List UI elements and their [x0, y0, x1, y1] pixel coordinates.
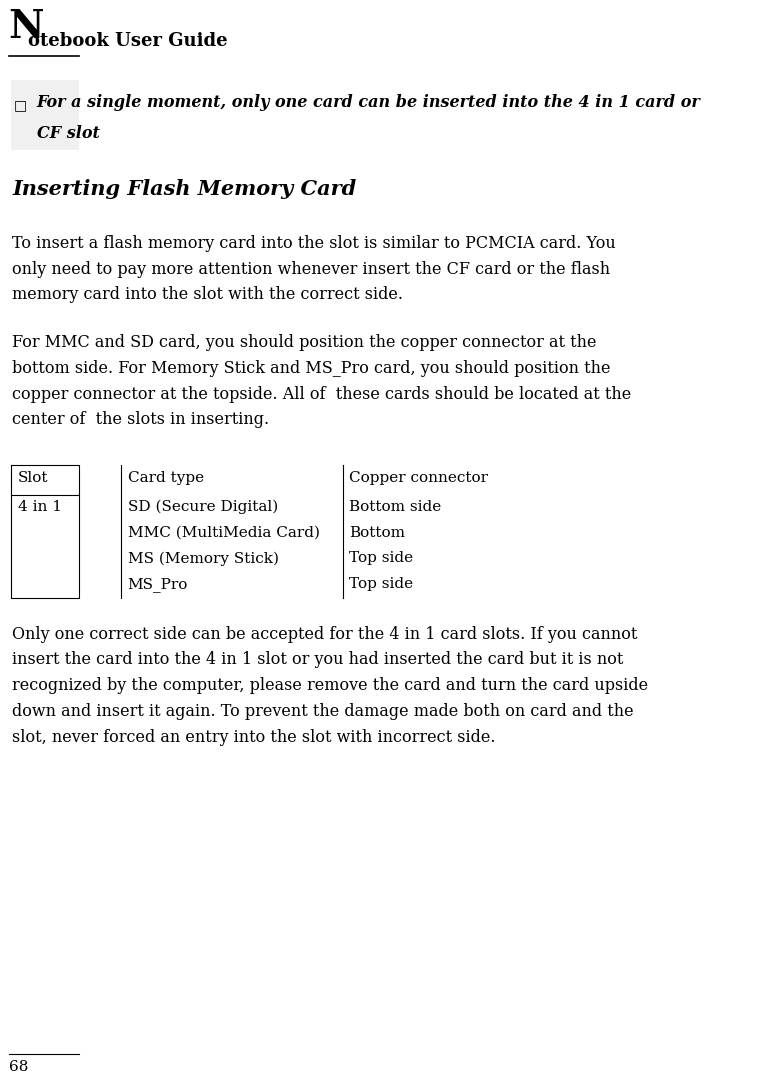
Text: □: □ — [14, 98, 27, 112]
Text: MMC (MultiMedia Card): MMC (MultiMedia Card) — [128, 525, 320, 540]
Text: recognized by the computer, please remove the card and turn the card upside: recognized by the computer, please remov… — [12, 678, 648, 694]
Text: Slot: Slot — [18, 470, 48, 484]
Text: Copper connector: Copper connector — [349, 470, 489, 484]
Text: only need to pay more attention whenever insert the CF card or the flash: only need to pay more attention whenever… — [12, 261, 610, 277]
Text: bottom side. For Memory Stick and MS_Pro card, you should position the: bottom side. For Memory Stick and MS_Pro… — [12, 360, 611, 377]
Text: CF slot: CF slot — [37, 125, 100, 141]
Text: 4 in 1: 4 in 1 — [18, 500, 62, 514]
Text: memory card into the slot with the correct side.: memory card into the slot with the corre… — [12, 286, 403, 303]
Text: To insert a flash memory card into the slot is similar to PCMCIA card. You: To insert a flash memory card into the s… — [12, 235, 616, 251]
Text: Card type: Card type — [128, 470, 204, 484]
Text: For a single moment, only one card can be inserted into the 4 in 1 card or: For a single moment, only one card can b… — [37, 94, 700, 111]
Text: copper connector at the topside. All of  these cards should be located at the: copper connector at the topside. All of … — [12, 385, 632, 402]
Text: SD (Secure Digital): SD (Secure Digital) — [128, 500, 278, 514]
FancyBboxPatch shape — [11, 80, 79, 150]
Text: Top side: Top side — [349, 551, 413, 565]
Text: MS_Pro: MS_Pro — [128, 577, 188, 592]
Text: For MMC and SD card, you should position the copper connector at the: For MMC and SD card, you should position… — [12, 334, 597, 351]
Text: otebook User Guide: otebook User Guide — [27, 32, 227, 51]
Text: Bottom side: Bottom side — [349, 500, 441, 514]
Text: Only one correct side can be accepted for the 4 in 1 card slots. If you cannot: Only one correct side can be accepted fo… — [12, 626, 638, 643]
Text: slot, never forced an entry into the slot with incorrect side.: slot, never forced an entry into the slo… — [12, 728, 496, 746]
Text: N: N — [8, 9, 44, 46]
Text: MS (Memory Stick): MS (Memory Stick) — [128, 551, 279, 565]
Text: Inserting Flash Memory Card: Inserting Flash Memory Card — [12, 179, 357, 200]
Text: center of  the slots in inserting.: center of the slots in inserting. — [12, 411, 269, 428]
Text: Top side: Top side — [349, 577, 413, 591]
Text: 68: 68 — [8, 1061, 28, 1075]
Text: Bottom: Bottom — [349, 525, 406, 540]
Text: insert the card into the 4 in 1 slot or you had inserted the card but it is not: insert the card into the 4 in 1 slot or … — [12, 652, 624, 669]
Text: down and insert it again. To prevent the damage made both on card and the: down and insert it again. To prevent the… — [12, 704, 634, 720]
